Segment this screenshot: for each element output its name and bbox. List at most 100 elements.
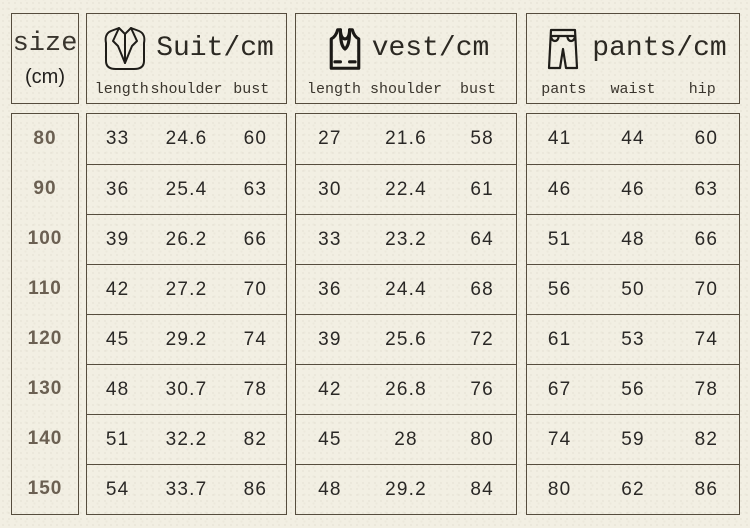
pants-hip-value: 63	[694, 178, 719, 200]
size-header-unit: (cm)	[25, 65, 65, 88]
suit-header-cell: Suit/cm length shoulder bust	[86, 13, 287, 104]
suit-bust-header: bust	[233, 81, 270, 98]
table-row: 45 28 80	[296, 414, 516, 464]
table-row: 42 27.2 70	[87, 264, 286, 314]
suit-shoulder-value: 30.7	[165, 378, 208, 400]
vest-bust-value: 61	[470, 178, 494, 200]
suit-shoulder-value: 29.2	[165, 328, 208, 350]
suit-shoulder-value: 32.2	[165, 428, 208, 450]
vest-length-value: 33	[318, 228, 342, 250]
pants-hip-value: 74	[694, 328, 719, 350]
vest-shoulder-value: 21.6	[385, 128, 427, 149]
vest-header-title: vest/cm	[371, 33, 490, 64]
suit-length-value: 45	[105, 328, 130, 350]
pants-hip-value: 70	[694, 278, 719, 300]
pants-hip-header: hip	[688, 81, 716, 98]
vest-subheaders: length shoulder bust	[296, 81, 516, 103]
suit-length-value: 48	[105, 378, 130, 400]
vest-length-value: 36	[318, 278, 342, 300]
table-row: 80 62 86	[527, 464, 739, 514]
suit-bust-value: 82	[243, 428, 268, 450]
suit-shoulder-value: 27.2	[165, 278, 208, 300]
vest-shoulder-value: 26.8	[385, 378, 427, 400]
vest-bust-value: 68	[470, 278, 494, 300]
vest-header-cell: vest/cm length shoulder bust	[295, 13, 517, 104]
vest-length-value: 45	[318, 428, 342, 450]
pants-waist-value: 46	[621, 178, 645, 200]
pants-length-value: 74	[547, 428, 572, 450]
pants-length-value: 46	[547, 178, 572, 200]
vest-bust-value: 58	[470, 128, 494, 149]
vest-shoulder-value: 25.6	[385, 328, 427, 350]
suit-bust-value: 60	[243, 128, 268, 149]
size-header-label: size	[12, 28, 78, 59]
table-row: 61 53 74	[527, 314, 739, 364]
pants-waist-value: 62	[621, 478, 645, 500]
pants-hip-value: 86	[694, 478, 719, 500]
table-row: 51 32.2 82	[87, 414, 286, 464]
vest-body: 27 21.6 58 30 22.4 61 33 23.2 64 36 24.4…	[295, 113, 517, 515]
table-row: 36 25.4 63	[87, 164, 286, 214]
table-row: 56 50 70	[527, 264, 739, 314]
table-row: 39 26.2 66	[87, 214, 286, 264]
suit-header-top: Suit/cm	[87, 14, 286, 81]
vest-bust-value: 64	[470, 228, 494, 250]
suit-length-value: 39	[105, 228, 130, 250]
vest-header-top: vest/cm	[296, 14, 516, 81]
pants-hip-value: 82	[694, 428, 719, 450]
pants-waist-value: 56	[621, 378, 645, 400]
suit-bust-value: 74	[243, 328, 268, 350]
pants-hip-value: 78	[694, 378, 719, 400]
suit-length-value: 54	[105, 478, 130, 500]
size-value: 140	[27, 428, 63, 449]
vest-shoulder-value: 28	[394, 428, 418, 450]
vest-bust-value: 80	[470, 428, 494, 450]
vest-length-value: 30	[318, 178, 342, 200]
suit-length-value: 36	[105, 178, 130, 200]
table-row: 67 56 78	[527, 364, 739, 414]
pants-header-top: pants/cm	[527, 14, 739, 81]
pants-icon	[539, 24, 587, 74]
table-row: 46 46 63	[527, 164, 739, 214]
vest-icon	[323, 26, 367, 72]
table-row: 36 24.4 68	[296, 264, 516, 314]
pants-length-value: 56	[547, 278, 572, 300]
vest-bust-value: 84	[470, 478, 494, 500]
size-value: 130	[27, 378, 63, 399]
vest-shoulder-value: 29.2	[385, 478, 427, 500]
size-value: 100	[27, 228, 63, 249]
vest-length-value: 27	[318, 128, 342, 149]
suit-shoulder-value: 25.4	[165, 178, 208, 200]
suit-length-header: length	[94, 81, 149, 98]
suit-shoulder-header: shoulder	[150, 81, 223, 98]
table-row: 74 59 82	[527, 414, 739, 464]
suit-length-value: 42	[105, 278, 130, 300]
table-row: 41 44 60	[527, 114, 739, 164]
pants-header-title: pants/cm	[592, 33, 727, 64]
pants-length-value: 61	[547, 328, 572, 350]
size-value: 90	[33, 178, 57, 199]
pants-hip-value: 66	[694, 228, 719, 250]
table-row: 39 25.6 72	[296, 314, 516, 364]
size-value: 80	[33, 128, 57, 149]
vest-bust-value: 72	[470, 328, 494, 350]
pants-waist-value: 50	[621, 278, 645, 300]
table-row: 42 26.8 76	[296, 364, 516, 414]
vest-shoulder-value: 22.4	[385, 178, 427, 200]
vest-length-value: 39	[318, 328, 342, 350]
table-row: 51 48 66	[527, 214, 739, 264]
suit-length-value: 33	[105, 128, 130, 149]
suit-bust-value: 86	[243, 478, 268, 500]
table-row: 54 33.7 86	[87, 464, 286, 514]
pants-subheaders: pants waist hip	[527, 81, 739, 103]
pants-waist-value: 44	[621, 128, 645, 149]
suit-length-value: 51	[105, 428, 130, 450]
vest-length-header: length	[306, 81, 361, 98]
table-row: 30 22.4 61	[296, 164, 516, 214]
table-row: 48 30.7 78	[87, 364, 286, 414]
pants-waist-value: 59	[621, 428, 645, 450]
pants-length-header: pants	[541, 81, 587, 98]
pants-header-cell: pants/cm pants waist hip	[526, 13, 740, 104]
vest-shoulder-value: 24.4	[385, 278, 427, 300]
